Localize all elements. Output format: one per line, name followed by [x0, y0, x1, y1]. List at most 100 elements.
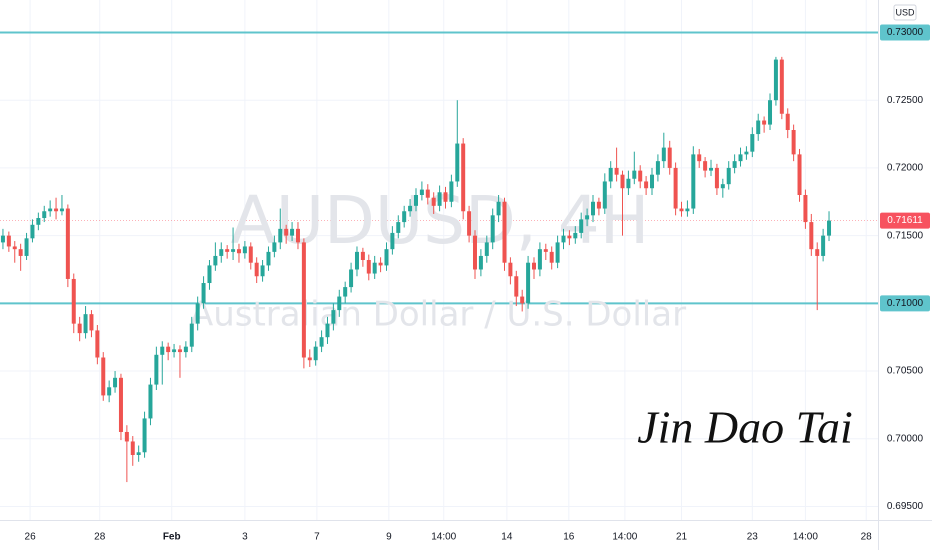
candle-body [455, 143, 460, 182]
candle-body [183, 346, 188, 353]
candle-body [691, 154, 696, 209]
candle-body [714, 167, 719, 189]
candle-body [443, 192, 448, 202]
candle-body [48, 208, 53, 212]
candle-body [219, 249, 224, 256]
candle-body [260, 265, 265, 277]
y-tick-label: 0.70000 [887, 433, 924, 444]
candle-body [83, 314, 88, 334]
candle-body [107, 387, 112, 396]
y-tick-label: 0.69500 [887, 501, 924, 512]
candle-body [720, 184, 725, 189]
x-tick-label: 9 [386, 532, 392, 543]
candle-body [608, 167, 613, 182]
candle-body [118, 377, 123, 432]
candle-body [378, 262, 383, 266]
candle-body [461, 143, 466, 212]
candle-body [124, 431, 129, 442]
x-tick-label: 28 [861, 532, 873, 543]
candle-body [502, 201, 507, 263]
candle-body [526, 262, 531, 304]
candle-body [18, 249, 23, 256]
candle-body [201, 283, 206, 304]
candle-body [785, 113, 790, 130]
candle-body [231, 249, 236, 252]
candle-body [207, 265, 212, 284]
candle-body [496, 201, 501, 216]
candle-body [113, 377, 118, 388]
candle-body [313, 346, 318, 361]
candle-body [709, 167, 714, 171]
candle-body [349, 269, 354, 288]
candle-body [419, 189, 424, 195]
candle-body [437, 192, 442, 206]
last-price-label: 0.71611 [887, 215, 923, 226]
candle-body [254, 262, 259, 277]
candle-body [490, 215, 495, 243]
candle-body [685, 208, 690, 212]
candle-body [213, 255, 218, 266]
candle-body [307, 357, 312, 361]
x-tick-label: 23 [747, 532, 759, 543]
candle-body [520, 296, 525, 304]
candle-body [596, 201, 601, 209]
candle-body [478, 255, 483, 270]
candle-body [290, 228, 295, 236]
candle-body [797, 154, 802, 195]
candle-body [101, 357, 106, 396]
candle-body [142, 418, 147, 453]
candle-body [225, 249, 230, 252]
x-tick-label: 16 [563, 532, 575, 543]
candle-body [77, 323, 82, 334]
x-tick-label: Feb [163, 532, 181, 543]
candle-body [467, 211, 472, 236]
candle-body [413, 195, 418, 206]
candle-body [697, 154, 702, 162]
candle-body [561, 235, 566, 243]
candle-body [189, 323, 194, 347]
candle-body [815, 249, 820, 256]
candle-body [325, 323, 330, 338]
candle-body [431, 197, 436, 206]
candle-body [337, 296, 342, 311]
candle-body [614, 167, 619, 175]
candle-body [573, 232, 578, 239]
x-tick-label: 14 [501, 532, 513, 543]
candle-body [372, 262, 377, 274]
candle-body [130, 441, 135, 455]
candle-body [567, 235, 572, 239]
candle-body [644, 181, 649, 189]
candle-body [726, 167, 731, 185]
watermark-description: Australian Dollar / U.S. Dollar [190, 295, 686, 335]
last-price-label-bg [880, 212, 930, 229]
candle-body [172, 349, 177, 353]
candle-body [484, 242, 489, 256]
x-tick-label: 7 [314, 532, 320, 543]
candle-body [555, 242, 560, 263]
candle-body [301, 242, 306, 358]
candle-body [537, 249, 542, 270]
candle-body [472, 235, 477, 270]
x-tick-label: 14:00 [612, 532, 637, 543]
candle-body [762, 120, 767, 125]
y-tick-label: 0.72000 [887, 163, 924, 174]
horizontal-line-label: 0.73000 [887, 27, 924, 38]
candle-body [531, 262, 536, 270]
candle-body [514, 276, 519, 297]
candle-body [89, 314, 94, 331]
candle-body [655, 161, 660, 175]
candle-body [779, 59, 784, 114]
candle-body [408, 205, 413, 212]
x-tick-label: 14:00 [793, 532, 818, 543]
horizontal-line-label-bg [880, 295, 930, 312]
candle-body [638, 170, 643, 182]
candle-body [508, 262, 513, 277]
candle-body [95, 330, 100, 358]
candle-body [750, 134, 755, 152]
candle-body [738, 154, 743, 162]
candle-body [585, 215, 590, 220]
y-tick-label: 0.72500 [887, 95, 924, 106]
candle-body [661, 147, 666, 162]
candle-body [59, 208, 64, 212]
